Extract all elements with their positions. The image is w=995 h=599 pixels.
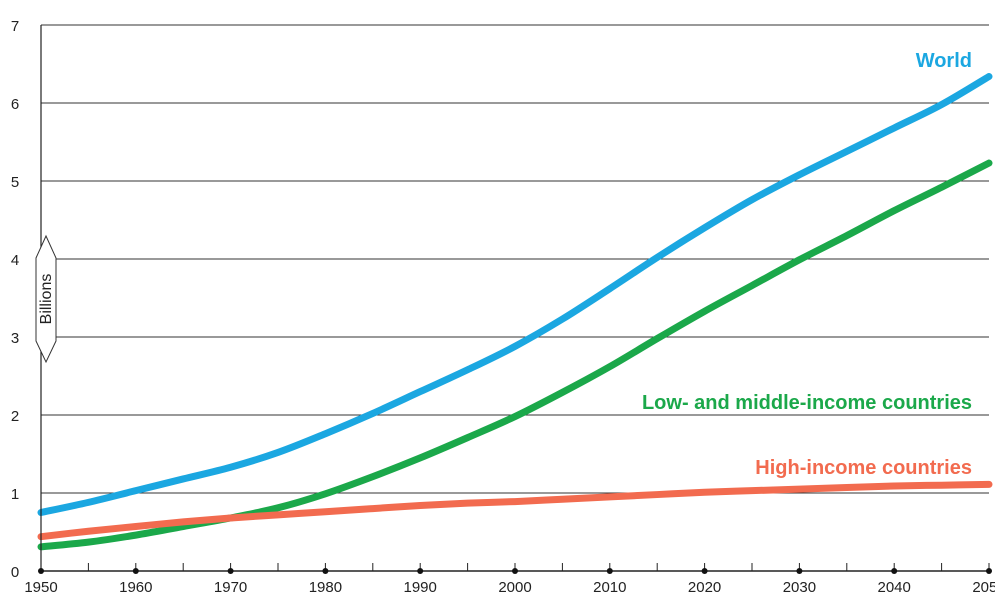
- x-tick-dot-2030: [796, 568, 803, 574]
- y-tick-label-0: 0: [11, 564, 19, 581]
- axes: 0 1 2 3 4 5 6 7 1950 1960 1970 1980 1990 2000 2010 2020…: [11, 18, 995, 596]
- series-line-0: [37, 72, 993, 516]
- series-labels: World Low- and middle-income countries Hig…: [642, 50, 972, 479]
- x-tick-label-2050: 2050: [972, 579, 995, 596]
- y-axis-label: Billions: [35, 234, 57, 364]
- x-tick-dot-2050: [986, 568, 992, 574]
- x-tick-label-2030: 2030: [783, 579, 816, 596]
- y-tick-label-1: 1: [11, 486, 19, 503]
- x-tick-dot-1960: [132, 568, 139, 574]
- x-tick-label-2000: 2000: [498, 579, 531, 596]
- x-tick-label-1980: 1980: [309, 579, 342, 596]
- x-tick-label-2040: 2040: [878, 579, 911, 596]
- x-tick-dot-1980: [322, 568, 329, 574]
- series-label-1: Low- and middle-income countries: [642, 392, 972, 414]
- x-tick-dot-2000: [512, 568, 518, 574]
- series-line-2: [37, 480, 993, 541]
- x-tick-dot-1970: [227, 568, 234, 574]
- series-label-0: World: [916, 50, 972, 72]
- y-axis-label-box: [35, 234, 57, 364]
- y-tick-label-5: 5: [11, 174, 19, 191]
- y-tick-label-7: 7: [11, 18, 19, 35]
- x-tick-dot-2020: [701, 568, 708, 574]
- gridlines: [41, 24, 989, 494]
- series-lines: [37, 72, 993, 551]
- x-tick-dot-1950: [38, 568, 44, 574]
- y-tick-label-2: 2: [11, 408, 19, 425]
- x-tick-dot-2040: [891, 568, 898, 574]
- series-label-2: High-income countries: [755, 457, 972, 479]
- y-tick-label-4: 4: [11, 252, 19, 269]
- x-tick-label-1960: 1960: [119, 579, 152, 596]
- x-tick-dot-1990: [417, 568, 424, 574]
- y-tick-label-6: 6: [11, 96, 19, 113]
- x-tick-dot-2010: [606, 568, 613, 574]
- x-tick-label-2010: 2010: [593, 579, 626, 596]
- x-tick-label-1950: 1950: [24, 579, 57, 596]
- x-tick-label-1990: 1990: [404, 579, 437, 596]
- y-tick-label-3: 3: [11, 330, 19, 347]
- x-tick-label-1970: 1970: [214, 579, 247, 596]
- x-tick-label-2020: 2020: [688, 579, 721, 596]
- y-axis-label-text: Billions: [38, 274, 55, 325]
